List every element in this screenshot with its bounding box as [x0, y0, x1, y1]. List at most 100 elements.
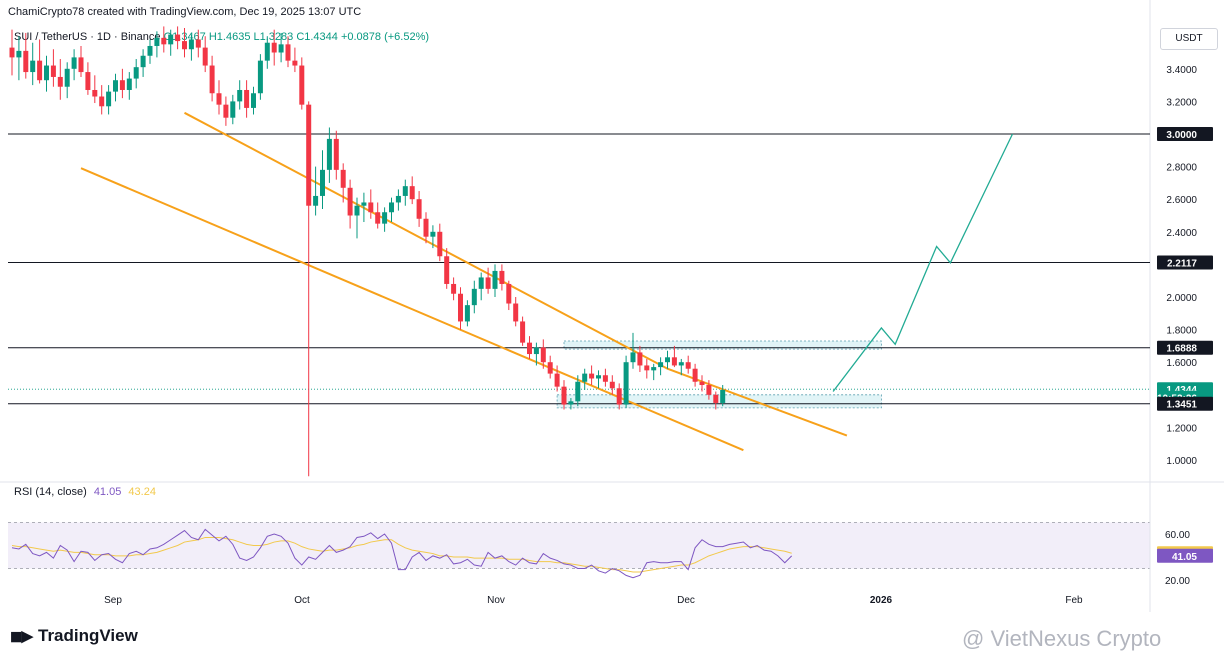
candle-body — [9, 47, 15, 58]
candle-body — [416, 199, 422, 219]
price-label: 1.3451 — [1166, 400, 1197, 411]
candle-body — [506, 283, 512, 304]
candle-body — [244, 89, 250, 108]
candle-body — [527, 342, 532, 355]
time-axis[interactable]: Sep Oct Nov Dec 2026 Feb — [104, 595, 1083, 606]
candle-body — [37, 60, 43, 81]
candle-body — [57, 76, 63, 87]
candle-body — [140, 55, 146, 68]
channel-lower-line — [80, 167, 744, 452]
candle-body — [78, 57, 84, 73]
candle-body — [451, 283, 457, 294]
price-label: 3.0000 — [1166, 130, 1197, 141]
rsi-line — [11, 528, 793, 579]
candle-body — [658, 362, 664, 368]
candle-body — [713, 394, 719, 403]
candle-body — [430, 231, 436, 237]
rsi-tick-label: 20.00 — [1165, 576, 1190, 587]
price-axis[interactable]: 1.00001.20001.40001.60001.80002.00002.20… — [1157, 65, 1213, 587]
price-tick-label: 1.2000 — [1166, 423, 1197, 434]
horizontal-levels — [8, 133, 1150, 405]
time-tick-label: Sep — [104, 595, 122, 606]
currency-button[interactable]: USDT — [1160, 28, 1218, 50]
candle-body — [464, 305, 470, 322]
rsi-legend[interactable]: RSI (14, close) 41.05 43.24 — [14, 486, 156, 498]
candle-body — [575, 381, 581, 402]
candle-body — [285, 44, 291, 61]
candle-body — [209, 65, 215, 94]
candle-body — [540, 347, 546, 363]
symbol-legend[interactable]: SUI / TetherUS · 1D · Binance O1.3467 H1… — [14, 31, 429, 43]
candle-body — [147, 45, 153, 56]
candle-body — [533, 347, 539, 355]
ohlc-values: O1.3467 H1.4635 L1.3283 C1.4344 +0.0878 … — [163, 31, 430, 43]
candle-body — [30, 60, 36, 73]
candle-body — [547, 362, 553, 374]
rsi-value-label: 41.05 — [1172, 552, 1197, 563]
candle-body — [306, 104, 312, 206]
price-tick-label: 1.0000 — [1166, 456, 1197, 467]
candle-body — [437, 231, 443, 257]
tv-logo-icon: ◼▶ — [10, 628, 33, 645]
time-tick-label: Oct — [294, 595, 310, 606]
candle-body — [589, 373, 595, 379]
candle-body — [699, 381, 705, 386]
candle-body — [195, 39, 201, 48]
candle-body — [99, 96, 105, 107]
candle-body — [630, 352, 636, 363]
price-label-box — [1157, 340, 1213, 355]
candle-body — [568, 401, 574, 405]
rsi-band-layer — [0, 0, 1224, 612]
candle-body — [644, 365, 650, 371]
candle-body — [133, 67, 139, 79]
candle-body — [361, 202, 367, 206]
candle-body — [720, 389, 726, 403]
price-tick-label: 1.8000 — [1166, 326, 1197, 337]
candle-body — [202, 47, 208, 66]
candle-body — [347, 187, 353, 216]
candle-body — [665, 357, 670, 363]
rsi-tick-label: 60.00 — [1165, 530, 1190, 541]
price-label-box — [1157, 255, 1213, 270]
candle-body — [44, 65, 49, 81]
candle-body — [375, 212, 381, 224]
candle-body — [602, 375, 608, 382]
candle-body — [444, 256, 450, 284]
candle-body — [299, 65, 305, 105]
candle-body — [313, 195, 319, 206]
symbol-name: SUI / TetherUS · 1D · Binance — [14, 31, 161, 43]
price-tick-label: 1.6000 — [1166, 358, 1197, 369]
rsi-ma-line — [11, 536, 792, 573]
candle-body — [119, 80, 125, 90]
candle-body — [609, 381, 615, 389]
candle-body — [154, 37, 160, 46]
candle-body — [513, 303, 519, 322]
candle-body — [175, 34, 181, 42]
price-tick-label: 3.4000 — [1166, 65, 1197, 76]
candle-body — [354, 205, 360, 216]
candle-body — [106, 91, 112, 107]
tradingview-logo[interactable]: ◼▶ TradingView — [10, 626, 138, 646]
candle-body — [271, 42, 277, 53]
rsi-title: RSI (14, close) — [14, 486, 87, 498]
candle-body — [409, 186, 415, 200]
time-tick-label: 2026 — [870, 595, 893, 606]
candle-body — [485, 277, 491, 289]
candle-body — [278, 44, 284, 53]
candle-body — [499, 270, 505, 284]
candle-body — [257, 60, 263, 94]
candle-body — [292, 60, 298, 66]
candle-body — [692, 368, 698, 382]
candle-body — [382, 212, 388, 224]
candle-body — [492, 270, 498, 289]
time-tick-label: Feb — [1065, 595, 1083, 606]
candle-body — [320, 169, 325, 196]
candle-body — [471, 288, 477, 306]
candle-body — [113, 80, 118, 92]
candle-body — [389, 202, 394, 213]
watermark: @ VietNexus Crypto — [962, 626, 1162, 651]
rsi-lines — [11, 528, 793, 579]
candle-body — [402, 186, 408, 196]
candle-body — [64, 68, 70, 87]
